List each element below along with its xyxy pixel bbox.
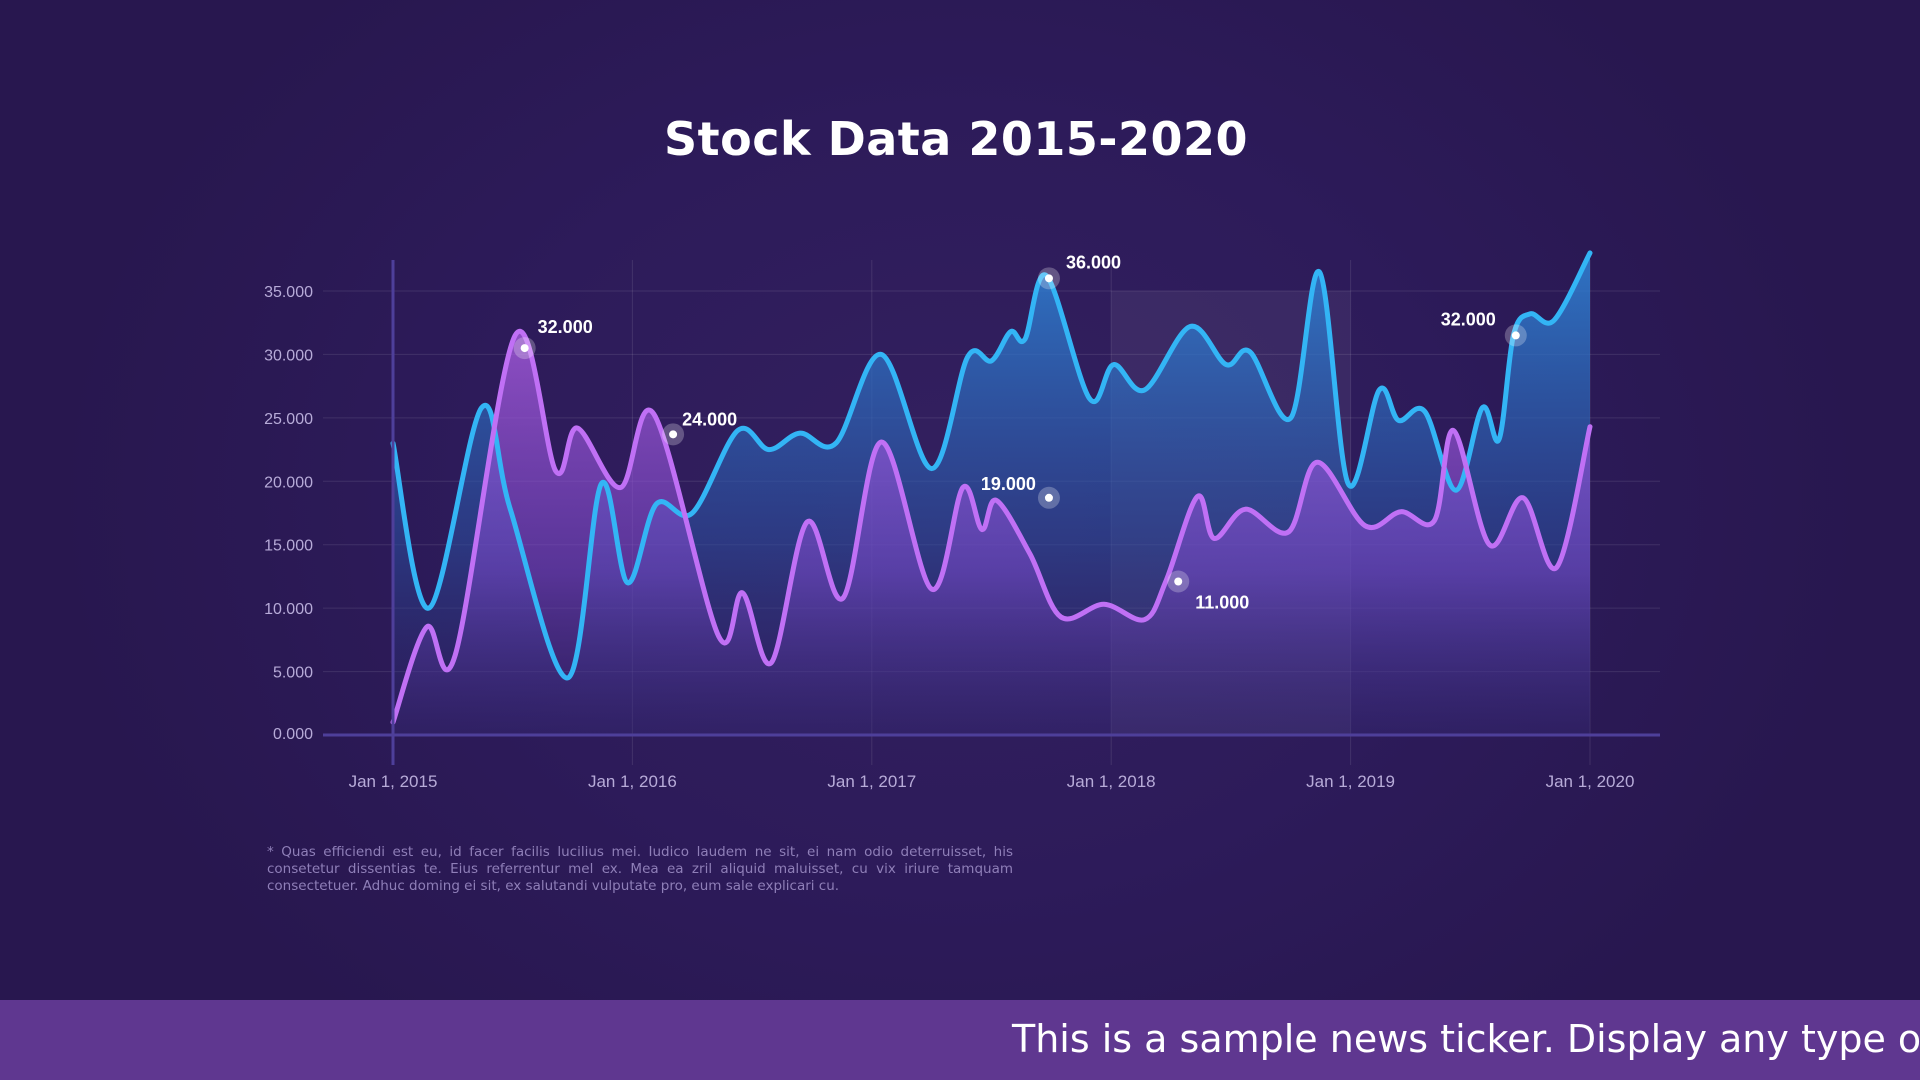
y-tick-label: 30.000 <box>264 347 313 364</box>
annotations: 32.000 24.000 36.000 19.000 11.000 32.000 <box>513 252 1527 613</box>
annotation-point <box>1044 274 1053 283</box>
series-lines <box>390 250 1593 725</box>
x-tick-label: Jan 1, 2020 <box>1546 772 1635 791</box>
y-tick-label: 15.000 <box>264 538 313 555</box>
annotation-label: 11.000 <box>1195 593 1249 613</box>
annotation-label: 36.000 <box>1066 252 1121 272</box>
series-areas <box>393 252 1590 735</box>
annotation-point <box>1174 577 1183 586</box>
y-tick-label: 25.000 <box>264 411 313 428</box>
series-line-a <box>390 250 1593 681</box>
y-tick-label: 20.000 <box>264 474 313 491</box>
axes <box>323 260 1660 765</box>
annotation-point <box>520 344 529 353</box>
x-tick-label: Jan 1, 2015 <box>349 772 438 791</box>
footnote: * Quas efficiendi est eu, id facer facil… <box>267 844 1013 894</box>
y-tick-label: 0.000 <box>273 726 313 743</box>
x-tick-label: Jan 1, 2019 <box>1306 772 1395 791</box>
annotation-label: 32.000 <box>538 317 593 337</box>
chart-title: Stock Data 2015-2020 <box>663 112 1248 166</box>
annotation-point <box>1511 331 1520 340</box>
annotation-label: 19.000 <box>981 474 1036 494</box>
tick-labels: 0.000 5.000 10.000 15.000 20.000 25.000 30.000… <box>264 284 1634 791</box>
ticker-text: This is a sample news ticker. Display an… <box>1012 1017 1920 1061</box>
news-ticker: This is a sample news ticker. Display an… <box>0 1000 1920 1080</box>
annotation-label: 32.000 <box>1441 309 1496 329</box>
x-tick-label: Jan 1, 2017 <box>827 772 916 791</box>
annotation-point <box>1044 493 1053 502</box>
x-tick-label: Jan 1, 2016 <box>588 772 677 791</box>
series-area-b <box>393 331 1590 735</box>
x-tick-label: Jan 1, 2018 <box>1067 772 1156 791</box>
annotation-point <box>669 430 678 439</box>
y-tick-label: 5.000 <box>273 665 313 682</box>
y-tick-label: 35.000 <box>264 284 313 301</box>
y-tick-label: 10.000 <box>264 601 313 618</box>
annotation-label: 24.000 <box>682 409 737 429</box>
line-chart: 0.000 5.000 10.000 15.000 20.000 25.000 30.000… <box>264 250 1660 791</box>
series-line-b <box>390 329 1593 725</box>
